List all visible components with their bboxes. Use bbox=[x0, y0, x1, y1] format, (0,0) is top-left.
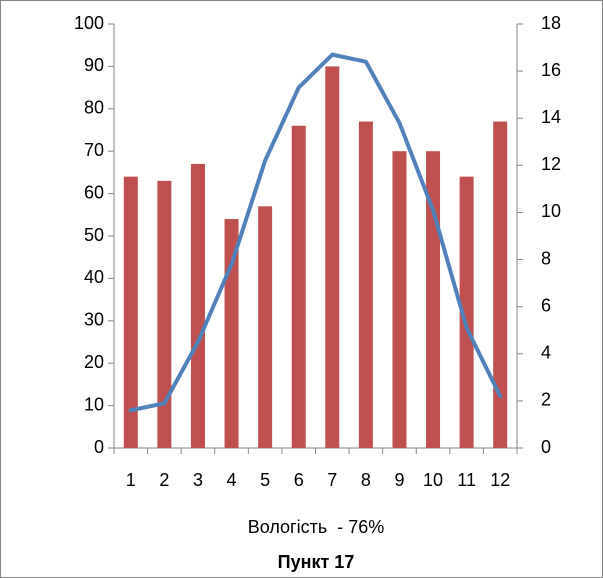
x-tick-label: 6 bbox=[294, 470, 304, 490]
y2-tick-label: 4 bbox=[541, 343, 551, 363]
y-tick-label: 0 bbox=[94, 437, 104, 457]
bar bbox=[123, 176, 138, 448]
x-tick-label: 5 bbox=[260, 470, 270, 490]
y2-tick-label: 2 bbox=[541, 390, 551, 410]
x-tick-label: 11 bbox=[457, 470, 476, 490]
x-tick-label: 7 bbox=[327, 470, 337, 490]
y2-tick-label: 6 bbox=[541, 295, 551, 315]
bar bbox=[358, 121, 373, 449]
x-axis-label: Вологість - 76% bbox=[248, 517, 385, 537]
y2-tick-label: 16 bbox=[541, 60, 561, 80]
bar bbox=[258, 206, 273, 448]
bar bbox=[392, 151, 407, 448]
x-tick-label: 10 bbox=[423, 470, 443, 490]
y2-tick-label: 10 bbox=[541, 201, 561, 221]
x-tick-label: 2 bbox=[159, 470, 169, 490]
y-tick-label: 50 bbox=[84, 225, 104, 245]
x-tick-label: 4 bbox=[227, 470, 237, 490]
y-tick-label: 80 bbox=[84, 98, 104, 118]
y-tick-label: 70 bbox=[84, 140, 104, 160]
y-tick-label: 30 bbox=[84, 310, 104, 330]
chart-title: Пункт 17 bbox=[278, 552, 355, 572]
bar bbox=[190, 163, 205, 449]
x-tick-label: 8 bbox=[361, 470, 371, 490]
y-tick-label: 20 bbox=[84, 352, 104, 372]
y2-tick-label: 8 bbox=[541, 248, 551, 268]
y-tick-label: 40 bbox=[84, 267, 104, 287]
bar bbox=[157, 180, 172, 448]
x-tick-label: 9 bbox=[394, 470, 404, 490]
x-tick-label: 3 bbox=[193, 470, 203, 490]
y2-tick-label: 18 bbox=[541, 13, 561, 33]
bar bbox=[459, 176, 474, 448]
bar bbox=[493, 121, 508, 449]
y-tick-label: 60 bbox=[84, 182, 104, 202]
y2-tick-label: 12 bbox=[541, 154, 561, 174]
y-tick-label: 10 bbox=[84, 394, 104, 414]
y2-tick-label: 0 bbox=[541, 437, 551, 457]
bar bbox=[291, 125, 306, 448]
x-tick-label: 12 bbox=[490, 470, 510, 490]
y2-tick-label: 14 bbox=[541, 107, 561, 127]
bar bbox=[325, 66, 340, 449]
x-tick-label: 1 bbox=[126, 470, 136, 490]
y-tick-label: 90 bbox=[84, 55, 104, 75]
y-tick-label: 100 bbox=[74, 13, 104, 33]
line bbox=[128, 52, 503, 413]
